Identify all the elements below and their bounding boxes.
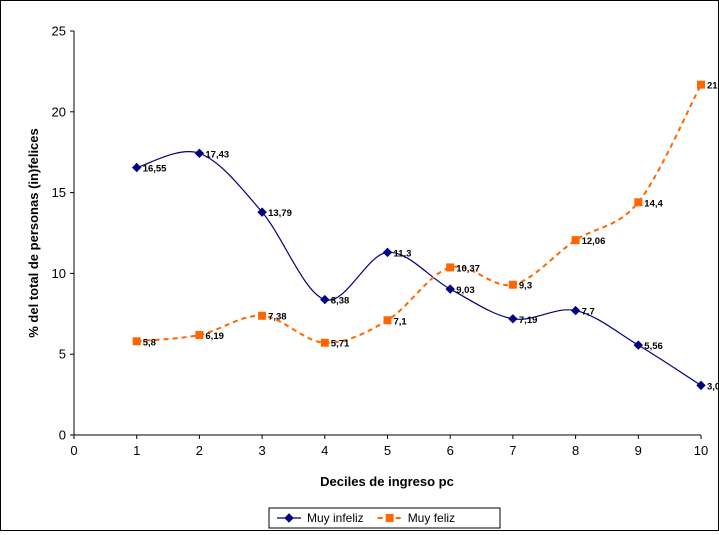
data-point (697, 80, 705, 89)
data-point (195, 330, 204, 339)
data-label: 8,38 (331, 296, 350, 307)
series-line (136, 84, 702, 344)
series-layer: 16,55 17,43 13,79 8,38 11,3 9,03 7,19 7,7 5,56 3,… (131, 80, 719, 392)
x-tick-label: 3 (258, 443, 265, 458)
legend-label: Muy infeliz (307, 511, 364, 525)
x-tick-label: 0 (70, 443, 77, 458)
data-label: 14,4 (644, 198, 663, 209)
y-tick-label: 5 (59, 347, 66, 362)
data-point (194, 148, 205, 159)
legend-item-2: Muy feliz (377, 511, 455, 525)
x-tick-label: 4 (321, 443, 328, 458)
legend-item-1: Muy infeliz (277, 511, 364, 525)
data-point (445, 284, 455, 294)
data-label: 21,68 (707, 81, 718, 92)
data-point (320, 338, 329, 347)
data-label: 7,38 (268, 312, 287, 323)
data-label: 12,06 (582, 236, 606, 247)
data-label: 9,03 (456, 285, 475, 296)
data-label: 7,1 (394, 316, 408, 327)
data-point (257, 207, 267, 217)
y-tick-label: 0 (59, 428, 66, 443)
data-label: 5,71 (331, 339, 350, 350)
x-tick-label: 8 (572, 443, 579, 458)
series-line (136, 151, 702, 386)
data-point (571, 236, 580, 245)
x-tick-label: 10 (694, 443, 708, 458)
data-point (446, 263, 455, 272)
data-point (633, 340, 644, 350)
legend-box (268, 507, 501, 529)
data-label: 11,3 (394, 248, 412, 259)
data-point (508, 280, 517, 289)
x-tick-label: 1 (133, 443, 140, 458)
x-tick-label: 7 (509, 443, 516, 458)
data-label: 16,55 (143, 164, 167, 175)
x-axis-title: Deciles de ingreso pc (320, 474, 454, 489)
legend-label: Muy feliz (408, 511, 455, 525)
y-tick-label: 20 (52, 104, 66, 119)
x-tick-label: 5 (384, 443, 391, 458)
data-label: 3,07 (707, 381, 718, 392)
y-tick-label: 25 (52, 24, 66, 39)
series-2: 5,8 6,19 7,38 5,71 7,1 10,37 9,3 12,06 14,4 21,68 (132, 80, 719, 350)
data-label: 9,3 (519, 281, 532, 292)
data-point (131, 162, 142, 173)
data-label: 5,8 (143, 337, 156, 348)
data-label: 7,19 (519, 315, 538, 326)
data-point (634, 198, 643, 207)
y-tick-label: 10 (52, 266, 66, 281)
x-tick-label: 2 (196, 443, 203, 458)
data-point (508, 314, 518, 324)
legend-marker (284, 513, 294, 523)
data-point (696, 380, 706, 391)
series-1: 16,55 17,43 13,79 8,38 11,3 9,03 7,19 7,7 5,56 3,… (131, 148, 719, 392)
legend-marker (385, 514, 394, 522)
data-point (382, 247, 393, 258)
y-axis-title: % del total de personas (in)felices (26, 128, 41, 338)
data-label: 7,7 (582, 307, 595, 318)
data-point (320, 294, 330, 305)
y-tick-label: 15 (52, 185, 66, 200)
data-label: 6,19 (205, 331, 224, 342)
x-tick-label: 6 (447, 443, 454, 458)
data-point (570, 305, 581, 316)
data-point (383, 316, 392, 325)
legend: Muy infeliz Muy feliz (268, 507, 501, 529)
axes: 0 5 10 15 20 25 0 1 2 3 4 5 6 7 8 9 10 (52, 24, 709, 459)
data-point (258, 311, 267, 320)
data-label: 5,56 (644, 341, 663, 352)
data-label: 17,43 (205, 149, 229, 160)
x-tick-label: 9 (635, 443, 642, 458)
data-label: 13,79 (268, 208, 292, 219)
data-label: 10,37 (456, 263, 480, 274)
data-point (132, 337, 141, 346)
